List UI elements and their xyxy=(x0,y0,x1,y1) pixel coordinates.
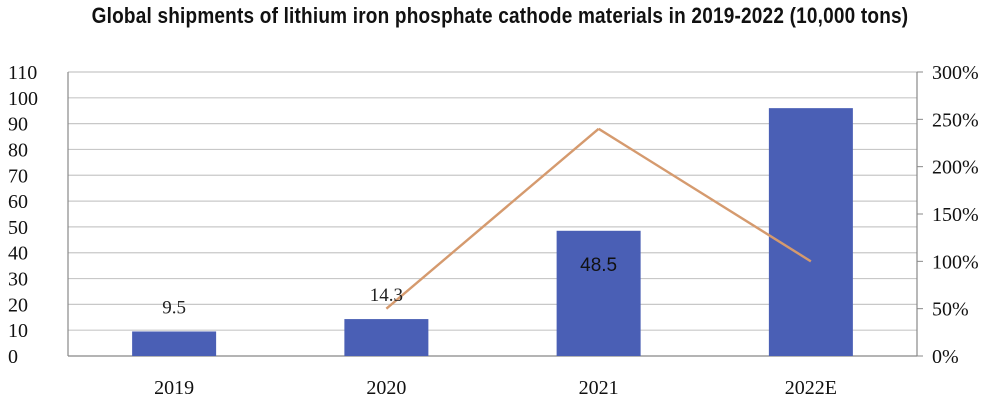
y-right-tick-label: 0% xyxy=(932,346,959,368)
y-left-tick-label: 90 xyxy=(8,114,28,136)
y-left-tick-label: 70 xyxy=(8,165,28,187)
y-right-tick-label: 100% xyxy=(932,251,979,273)
line-segment xyxy=(597,127,812,263)
y-right-tick-label: 150% xyxy=(932,204,979,226)
y-left-tick-label: 80 xyxy=(8,139,28,161)
y-right-tick-label: 250% xyxy=(932,109,979,131)
x-category-label: 2022E xyxy=(785,377,837,399)
y-right-tick-label: 300% xyxy=(932,62,979,84)
data-label: 9.5 xyxy=(162,297,186,318)
y-left-tick-label: 0 xyxy=(8,346,18,368)
y-left-tick-label: 60 xyxy=(8,191,28,213)
x-category-label: 2020 xyxy=(366,377,406,399)
y-left-tick-label: 30 xyxy=(8,269,28,291)
data-label: 48.5 xyxy=(580,255,617,276)
bar-2020 xyxy=(344,319,429,356)
line-series xyxy=(385,127,812,310)
y-left-tick-label: 50 xyxy=(8,217,28,239)
bar-2019 xyxy=(132,331,217,356)
y-left-tick-label: 10 xyxy=(8,320,28,342)
bar-series xyxy=(132,108,853,357)
bar-2022e xyxy=(768,108,853,357)
y-left-tick-label: 100 xyxy=(8,88,38,110)
y-right-tick-label: 50% xyxy=(932,299,969,321)
data-label: 14.3 xyxy=(370,285,403,306)
x-category-label: 2019 xyxy=(154,377,194,399)
y-right-tick-label: 200% xyxy=(932,157,979,179)
grid-lines xyxy=(68,71,917,331)
line-segment xyxy=(385,127,600,310)
y-left-tick-label: 110 xyxy=(8,62,37,84)
x-category-label: 2021 xyxy=(579,377,619,399)
labels: 0 10 20 30 40 50 60 70 80 90 100 110 0% 50% 100% 150% 20… xyxy=(8,62,979,399)
y-left-tick-label: 20 xyxy=(8,294,28,316)
y-left-tick-label: 40 xyxy=(8,243,28,265)
chart-title: Global shipments of lithium iron phospha… xyxy=(91,4,909,29)
bar-2021 xyxy=(556,230,641,356)
